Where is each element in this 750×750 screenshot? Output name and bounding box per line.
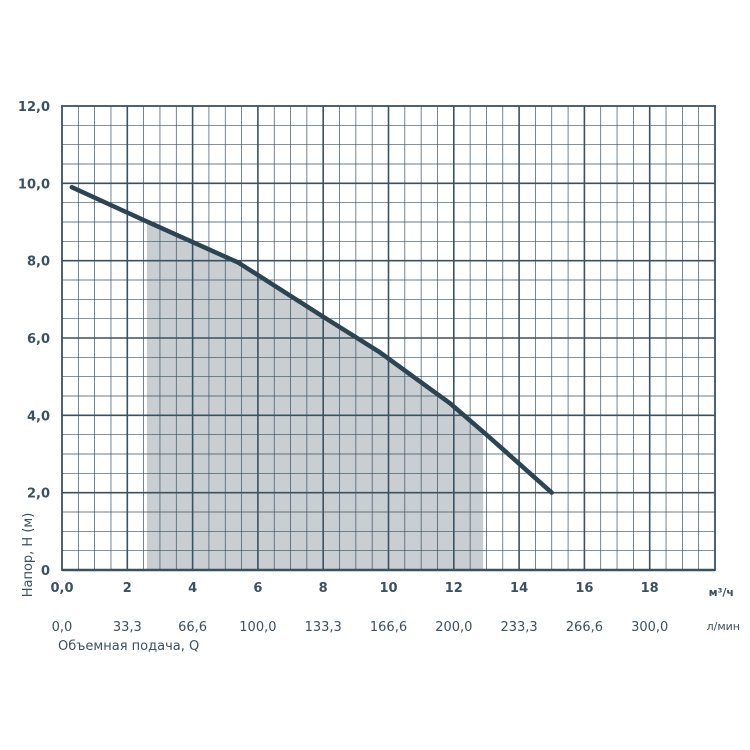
x-axis-label: Объемная подача, Q xyxy=(58,639,199,654)
y-tick-label: 10,0 xyxy=(18,177,50,192)
x2-tick-labels: 0,0 33,3 66,6 100,0 133,3 166,6 200,0 233,3 266,… xyxy=(52,620,669,635)
x-unit-label: м³/ч xyxy=(709,586,734,599)
x-tick-label: 16 xyxy=(575,581,593,596)
x-tick-label: 14 xyxy=(510,581,528,596)
x-tick-label: 0,0 xyxy=(50,581,73,596)
x2-tick-label: 266,6 xyxy=(566,620,603,635)
y-tick-label: 4,0 xyxy=(27,409,50,424)
y-tick-label: 6,0 xyxy=(27,332,50,347)
x2-tick-label: 100,0 xyxy=(239,620,276,635)
x2-tick-label: 0,0 xyxy=(52,620,73,635)
y-tick-label: 8,0 xyxy=(27,255,50,270)
x-tick-label: 12 xyxy=(445,581,463,596)
x-tick-label: 4 xyxy=(188,581,197,596)
x-tick-labels: 0,0 2 4 6 8 10 12 14 16 18 xyxy=(50,581,658,596)
x2-unit-label: л/мин xyxy=(707,620,740,633)
y-tick-labels: 0 2,0 4,0 6,0 8,0 10,0 12,0 xyxy=(18,100,50,579)
x2-tick-label: 233,3 xyxy=(500,620,537,635)
chart-grid xyxy=(61,105,716,572)
series-layer xyxy=(69,184,554,495)
x-tick-label: 2 xyxy=(123,581,132,596)
x-tick-label: 18 xyxy=(641,581,659,596)
x-tick-label: 6 xyxy=(253,581,262,596)
x-tick-label: 10 xyxy=(379,581,397,596)
x2-tick-label: 133,3 xyxy=(305,620,342,635)
y-tick-label: 12,0 xyxy=(18,100,50,115)
y-tick-label: 2,0 xyxy=(27,487,50,502)
y-tick-label: 0 xyxy=(41,564,50,579)
y-axis-label: Напор, Н (м) xyxy=(21,513,36,598)
x2-tick-label: 200,0 xyxy=(435,620,472,635)
x-tick-label: 8 xyxy=(319,581,328,596)
x2-tick-label: 66,6 xyxy=(178,620,207,635)
head-flow-curve xyxy=(69,184,554,495)
x2-tick-label: 300,0 xyxy=(631,620,668,635)
x2-tick-label: 33,3 xyxy=(113,620,142,635)
x2-tick-label: 166,6 xyxy=(370,620,407,635)
